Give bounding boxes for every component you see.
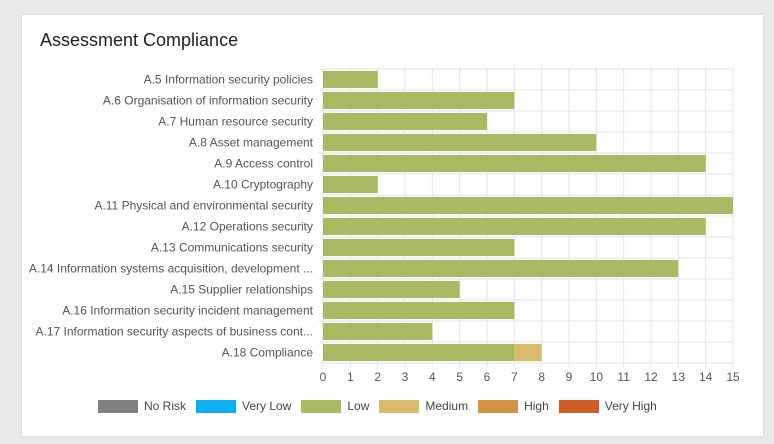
legend-swatch bbox=[379, 399, 420, 413]
category-label: A.16 Information security incident manag… bbox=[62, 304, 313, 318]
legend-label: High bbox=[524, 399, 549, 413]
bar-low bbox=[323, 155, 706, 172]
legend-swatch bbox=[478, 399, 519, 413]
bar-low bbox=[323, 344, 515, 361]
x-tick-label: 15 bbox=[726, 370, 740, 384]
bar-low bbox=[323, 323, 433, 340]
assessment-compliance-card: Assessment Compliance A.5 Information se… bbox=[22, 15, 763, 436]
category-label: A.12 Operations security bbox=[182, 220, 313, 234]
bar-low bbox=[323, 302, 515, 319]
legend-label: Medium bbox=[425, 399, 469, 413]
legend-item[interactable]: Low bbox=[301, 399, 369, 413]
category-label: A.5 Information security policies bbox=[144, 73, 313, 87]
legend-label: Low bbox=[347, 399, 370, 413]
legend-swatch bbox=[196, 399, 237, 413]
bar-low bbox=[323, 134, 597, 151]
category-label: A.8 Asset management bbox=[189, 136, 314, 150]
x-tick-label: 0 bbox=[320, 370, 327, 384]
legend-item[interactable]: No Risk bbox=[98, 399, 186, 413]
category-label: A.18 Compliance bbox=[222, 346, 314, 360]
card-title: Assessment Compliance bbox=[40, 30, 239, 50]
category-label: A.7 Human resource security bbox=[158, 115, 313, 129]
x-tick-label: 7 bbox=[511, 370, 518, 384]
bar-low bbox=[323, 113, 487, 130]
bar-medium bbox=[514, 344, 542, 361]
category-label: A.9 Access control bbox=[214, 157, 313, 171]
x-tick-label: 12 bbox=[644, 370, 658, 384]
legend-item[interactable]: Medium bbox=[379, 399, 468, 413]
bar-low bbox=[323, 71, 378, 88]
x-tick-label: 6 bbox=[484, 370, 491, 384]
bar-low bbox=[323, 92, 515, 109]
x-tick-label: 1 bbox=[347, 370, 354, 384]
category-label: A.10 Cryptography bbox=[213, 178, 313, 192]
legend-label: No Risk bbox=[144, 399, 187, 413]
x-tick-label: 8 bbox=[538, 370, 545, 384]
legend-swatch bbox=[558, 399, 599, 413]
bar-low bbox=[323, 281, 460, 298]
x-tick-label: 9 bbox=[566, 370, 573, 384]
bar-low bbox=[323, 260, 679, 277]
x-tick-label: 14 bbox=[699, 370, 713, 384]
bar-low bbox=[323, 239, 515, 256]
category-label: A.17 Information security aspects of bus… bbox=[36, 325, 313, 339]
category-label: A.11 Physical and environmental security bbox=[94, 199, 313, 213]
x-tick-label: 3 bbox=[402, 370, 409, 384]
legend-item[interactable]: High bbox=[478, 399, 549, 413]
x-tick-label: 4 bbox=[429, 370, 436, 384]
bar-low bbox=[323, 197, 733, 214]
category-label: A.6 Organisation of information security bbox=[103, 94, 313, 108]
legend-item[interactable]: Very Low bbox=[196, 399, 291, 413]
chart-legend: No Risk Very Low Low Medium High Very High bbox=[98, 399, 667, 413]
legend-label: Very Low bbox=[242, 399, 292, 413]
x-tick-label: 11 bbox=[617, 370, 630, 384]
legend-item[interactable]: Very High bbox=[558, 399, 657, 413]
category-label: A.13 Communications security bbox=[151, 241, 313, 255]
bar-low bbox=[323, 218, 706, 235]
bar-low bbox=[323, 176, 378, 193]
category-label: A.14 Information systems acquisition, de… bbox=[29, 262, 313, 276]
x-tick-label: 13 bbox=[672, 370, 686, 384]
x-tick-label: 5 bbox=[456, 370, 463, 384]
legend-swatch bbox=[301, 399, 342, 413]
x-tick-label: 10 bbox=[590, 370, 604, 384]
compliance-bar-chart: A.5 Information security policies A.6 Org… bbox=[29, 67, 740, 384]
legend-swatch bbox=[98, 399, 138, 413]
legend-label: Very High bbox=[604, 399, 657, 413]
x-tick-label: 2 bbox=[374, 370, 381, 384]
category-label: A.15 Supplier relationships bbox=[170, 283, 313, 297]
